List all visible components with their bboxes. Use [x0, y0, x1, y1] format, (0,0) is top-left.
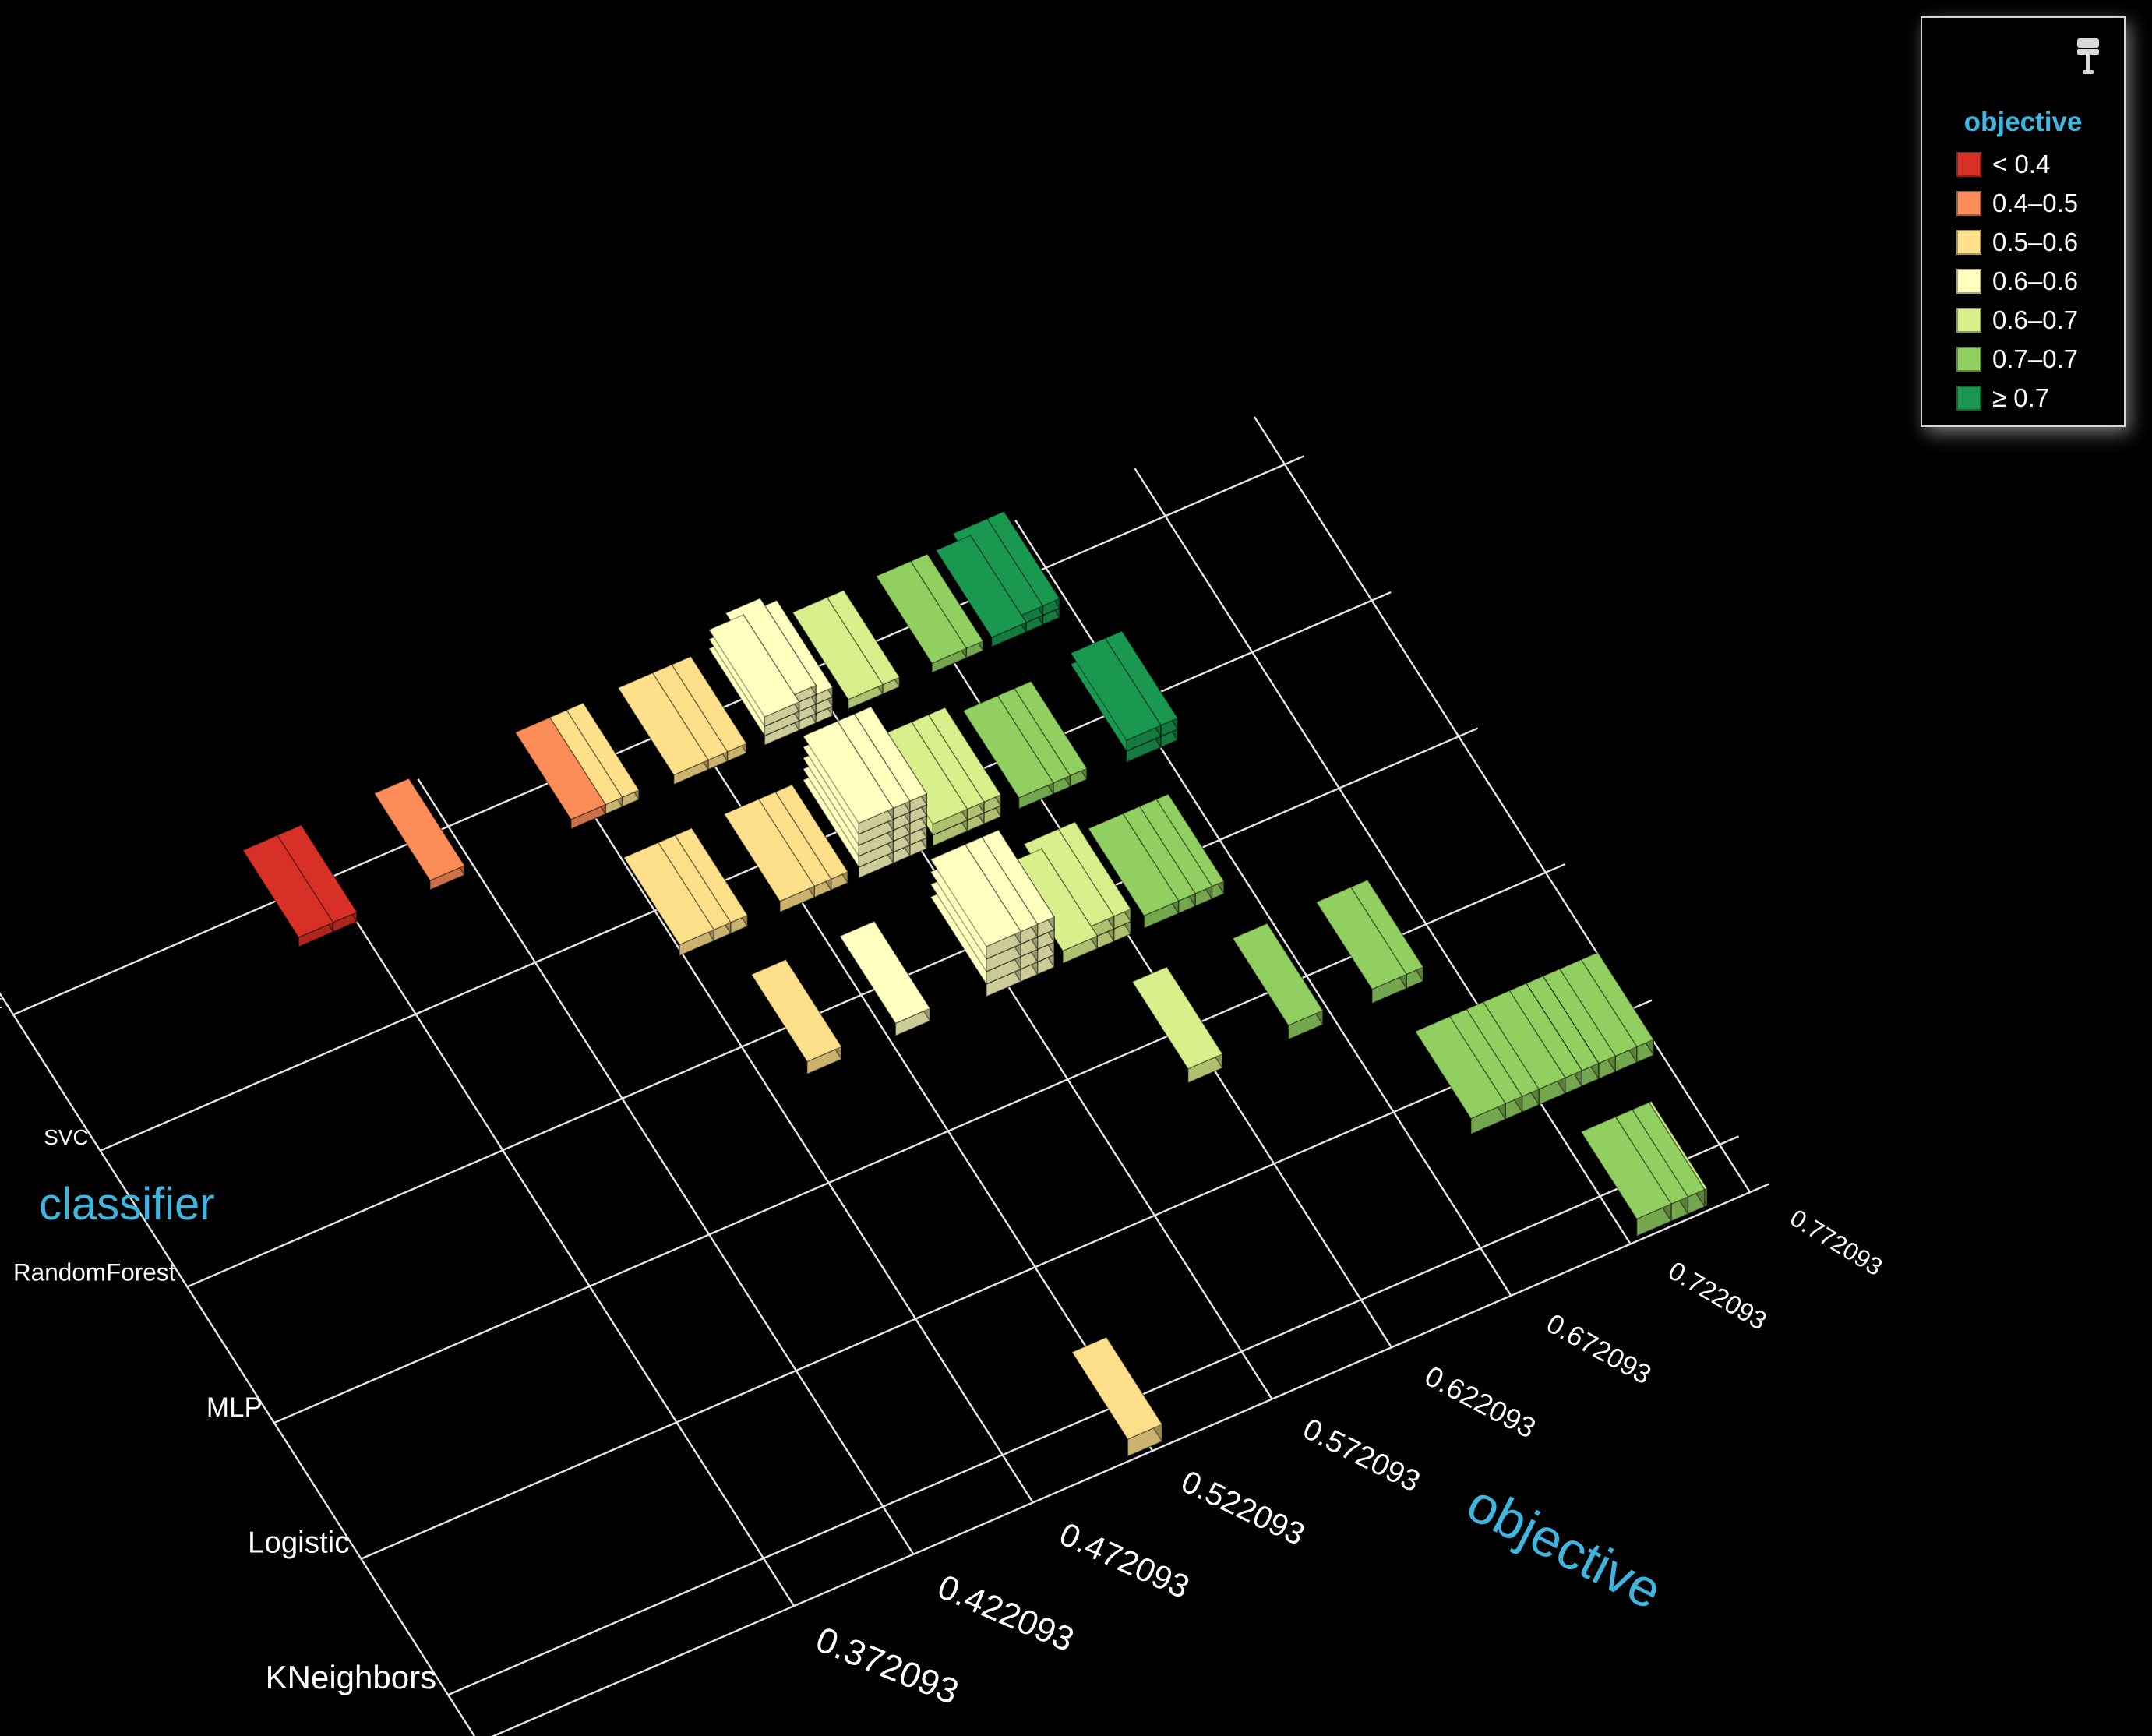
- x-tick-label: 0.472093: [1054, 1515, 1194, 1606]
- y-tick-labels: KNeighbors Logistic MLP RandomForest SVC XGBo…: [0, 992, 436, 1695]
- bar[interactable]: [930, 842, 1022, 998]
- x-tick-label: 0.372093: [810, 1618, 964, 1712]
- bar[interactable]: [838, 919, 931, 1037]
- legend-item[interactable]: 0.6–0.6: [1956, 262, 2078, 301]
- legend-label: 0.4–0.5: [1992, 189, 2079, 217]
- grid-line-category: [273, 863, 1565, 1424]
- legend-swatch: [1956, 308, 1981, 333]
- x-axis-label: objective: [1458, 1473, 1671, 1621]
- bar[interactable]: [1087, 811, 1180, 930]
- y-axis-label: classifier: [39, 1179, 215, 1230]
- grid-line-category: [447, 1135, 1740, 1696]
- x-tick-label: 0.522093: [1176, 1463, 1311, 1553]
- bar[interactable]: [750, 957, 843, 1075]
- grid-line-category: [100, 591, 1392, 1152]
- bar[interactable]: [1315, 885, 1408, 1004]
- legend-swatch: [1956, 347, 1981, 372]
- legend-label: 0.7–0.7: [1992, 344, 2079, 373]
- y-tick-label: XGBoost: [0, 992, 2, 1013]
- bar[interactable]: [1474, 988, 1566, 1110]
- legend-title: objective: [1963, 107, 2083, 137]
- bar[interactable]: [373, 776, 466, 891]
- legend-item[interactable]: 0.6–0.7: [1956, 301, 2078, 340]
- bar[interactable]: [707, 612, 800, 746]
- x-tick-label: 0.772093: [1785, 1203, 1887, 1281]
- bars: [242, 509, 1708, 1458]
- bar[interactable]: [514, 715, 607, 830]
- legend-label: ≥ 0.7: [1992, 383, 2050, 412]
- y-tick-label: KNeighbors: [266, 1659, 436, 1695]
- legend-swatch: [1956, 230, 1981, 255]
- grid-line-category: [186, 727, 1479, 1288]
- bar[interactable]: [242, 833, 334, 948]
- bar[interactable]: [802, 719, 894, 880]
- legend-item[interactable]: < 0.4: [1956, 145, 2078, 184]
- paintbrush-icon[interactable]: [2073, 37, 2104, 76]
- y-tick-label: SVC: [44, 1125, 89, 1149]
- grid-line-category: [361, 999, 1653, 1560]
- bar[interactable]: [617, 671, 710, 785]
- bar[interactable]: [1131, 965, 1224, 1084]
- legend-label: 0.6–0.6: [1992, 266, 2079, 295]
- legend-item[interactable]: 0.7–0.7: [1956, 340, 2078, 379]
- bar[interactable]: [1232, 921, 1324, 1041]
- legend-swatch: [1956, 191, 1981, 216]
- legend-swatch: [1956, 152, 1981, 177]
- legend-items: < 0.4 0.4–0.5 0.5–0.6 0.6–0.6 0.6–0.7 0.7–0.7…: [1956, 145, 2078, 418]
- color-legend: objective < 0.4 0.4–0.5 0.5–0.6 0.6–0.6 0.6–…: [1921, 16, 2126, 427]
- x-tick-label: 0.622093: [1420, 1360, 1541, 1445]
- axis-line-classifier: [0, 992, 476, 1736]
- bar[interactable]: [1414, 1014, 1507, 1135]
- legend-label: 0.5–0.6: [1992, 228, 2079, 256]
- y-tick-label: Logistic: [248, 1526, 350, 1560]
- legend-item[interactable]: 0.5–0.6: [1956, 223, 2078, 262]
- legend-label: < 0.4: [1992, 150, 2051, 178]
- grid-line-objective: [1253, 416, 1752, 1193]
- y-tick-label: MLP: [206, 1392, 263, 1423]
- legend-swatch: [1956, 269, 1981, 294]
- grid-line-objective: [1134, 468, 1632, 1245]
- bar[interactable]: [875, 559, 968, 674]
- bar[interactable]: [1580, 1114, 1672, 1237]
- grid-line-objective: [536, 726, 1034, 1504]
- x-tick-label: 0.672093: [1541, 1308, 1656, 1391]
- x-tick-label: 0.722093: [1663, 1256, 1772, 1336]
- bar[interactable]: [623, 840, 715, 957]
- bar[interactable]: [962, 693, 1054, 810]
- grid-line-objective: [894, 571, 1392, 1348]
- bar[interactable]: [1071, 1335, 1163, 1458]
- y-tick-label: RandomForest: [13, 1258, 176, 1286]
- grid-line-objective: [297, 830, 796, 1607]
- bar[interactable]: [1070, 636, 1162, 764]
- legend-swatch: [1956, 386, 1981, 411]
- legend-item[interactable]: 0.4–0.5: [1956, 184, 2078, 223]
- grid-line-objective: [417, 778, 915, 1555]
- x-tick-label: 0.572093: [1298, 1412, 1426, 1498]
- legend-item[interactable]: ≥ 0.7: [1956, 379, 2078, 418]
- x-tick-label: 0.422093: [932, 1568, 1079, 1660]
- bar[interactable]: [792, 595, 884, 710]
- grid-line-objective: [656, 675, 1154, 1452]
- bar[interactable]: [935, 533, 1028, 648]
- bar[interactable]: [723, 797, 816, 913]
- legend-label: 0.6–0.7: [1992, 305, 2079, 334]
- axis-line-objective: [491, 1183, 1770, 1736]
